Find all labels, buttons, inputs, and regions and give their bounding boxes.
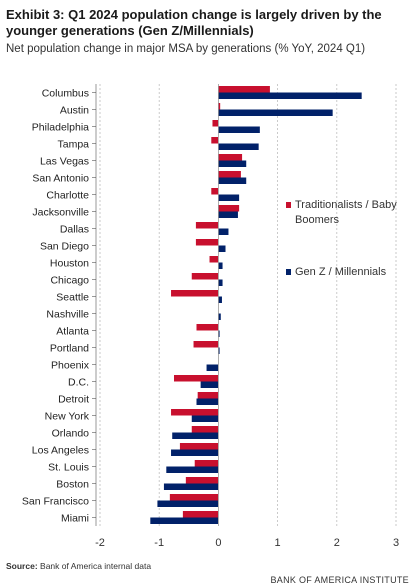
bar-genz	[172, 433, 218, 440]
bar-genz	[218, 195, 239, 202]
category-label: New York	[45, 411, 90, 423]
category-label: Phoenix	[51, 360, 90, 372]
bar-boomers	[196, 222, 218, 229]
bar-genz	[218, 161, 246, 168]
source-note: Source: Bank of America internal data	[6, 561, 151, 571]
bar-genz	[218, 178, 246, 185]
category-label: San Antonio	[32, 173, 89, 185]
bar-genz	[164, 484, 218, 491]
bar-boomers	[171, 409, 218, 416]
category-label: Detroit	[58, 394, 89, 406]
bar-genz	[218, 280, 222, 287]
bar-genz	[218, 229, 228, 236]
legend-swatch-boomers	[286, 202, 291, 208]
category-label: Los Angeles	[32, 445, 89, 457]
category-label: San Francisco	[22, 496, 89, 508]
bar-genz	[218, 110, 332, 117]
bar-genz	[218, 127, 259, 134]
x-tick-label: 2	[334, 537, 340, 549]
bar-genz	[218, 263, 222, 270]
x-tick-label: -2	[95, 537, 105, 549]
bar-boomers	[218, 154, 242, 161]
legend-label-boomers: Traditionalists / Baby Boomers	[295, 198, 411, 228]
legend-label-genz: Gen Z / Millennials	[295, 265, 411, 280]
category-label: St. Louis	[48, 462, 89, 474]
bar-boomers	[218, 205, 239, 212]
category-label: Houston	[50, 258, 89, 270]
category-label: Seattle	[56, 292, 89, 304]
bar-boomers	[195, 460, 219, 467]
x-tick-label: 1	[275, 537, 281, 549]
bar-boomers	[171, 290, 218, 297]
bar-boomers	[198, 392, 219, 399]
bar-boomers	[218, 171, 240, 178]
footer-brand: BANK OF AMERICA INSTITUTE	[270, 575, 409, 585]
bar-boomers	[180, 443, 218, 450]
bar-boomers	[194, 341, 219, 348]
bar-boomers	[210, 256, 219, 263]
bar-genz	[218, 212, 238, 219]
category-label: Atlanta	[56, 326, 89, 338]
bar-boomers	[183, 511, 219, 518]
category-label: Chicago	[50, 275, 89, 287]
bar-boomers	[211, 188, 218, 195]
bar-boomers	[211, 137, 218, 144]
bar-boomers	[192, 426, 219, 433]
bar-boomers	[212, 120, 218, 127]
bar-boomers	[196, 324, 218, 331]
source-text: Bank of America internal data	[40, 561, 151, 571]
legend-swatch-genz	[286, 269, 291, 275]
category-label: Miami	[61, 513, 89, 525]
category-label: Austin	[60, 105, 89, 117]
category-label: Tampa	[57, 139, 89, 151]
bar-genz	[218, 246, 225, 253]
category-label: Jacksonville	[32, 207, 89, 219]
category-label: Charlotte	[46, 190, 89, 202]
category-label: San Diego	[40, 241, 89, 253]
category-label: Dallas	[60, 224, 89, 236]
category-label: Columbus	[42, 88, 89, 100]
x-tick-label: 3	[393, 537, 399, 549]
bar-genz	[207, 365, 219, 372]
category-label: Nashville	[46, 309, 89, 321]
bar-genz	[218, 144, 258, 151]
bar-genz	[192, 416, 219, 423]
bar-boomers	[196, 239, 218, 246]
bar-genz	[166, 467, 218, 474]
category-label: Portland	[50, 343, 89, 355]
source-label: Source:	[6, 561, 38, 571]
bar-genz	[157, 501, 218, 508]
bar-genz	[218, 297, 222, 304]
category-label: Orlando	[52, 428, 90, 440]
bar-boomers	[170, 494, 219, 501]
bar-genz	[201, 382, 219, 389]
category-label: Las Vegas	[40, 156, 89, 168]
x-tick-label: -1	[154, 537, 164, 549]
category-label: D.C.	[68, 377, 89, 389]
bar-boomers	[186, 477, 219, 484]
bar-boomers	[174, 375, 218, 382]
x-tick-label: 0	[215, 537, 221, 549]
bar-boomers	[192, 273, 219, 280]
bar-genz	[218, 93, 361, 100]
bar-genz	[196, 399, 218, 406]
bar-boomers	[218, 86, 270, 93]
category-label: Philadelphia	[32, 122, 89, 134]
category-label: Boston	[56, 479, 89, 491]
bar-genz	[150, 518, 218, 525]
bar-genz	[171, 450, 218, 457]
